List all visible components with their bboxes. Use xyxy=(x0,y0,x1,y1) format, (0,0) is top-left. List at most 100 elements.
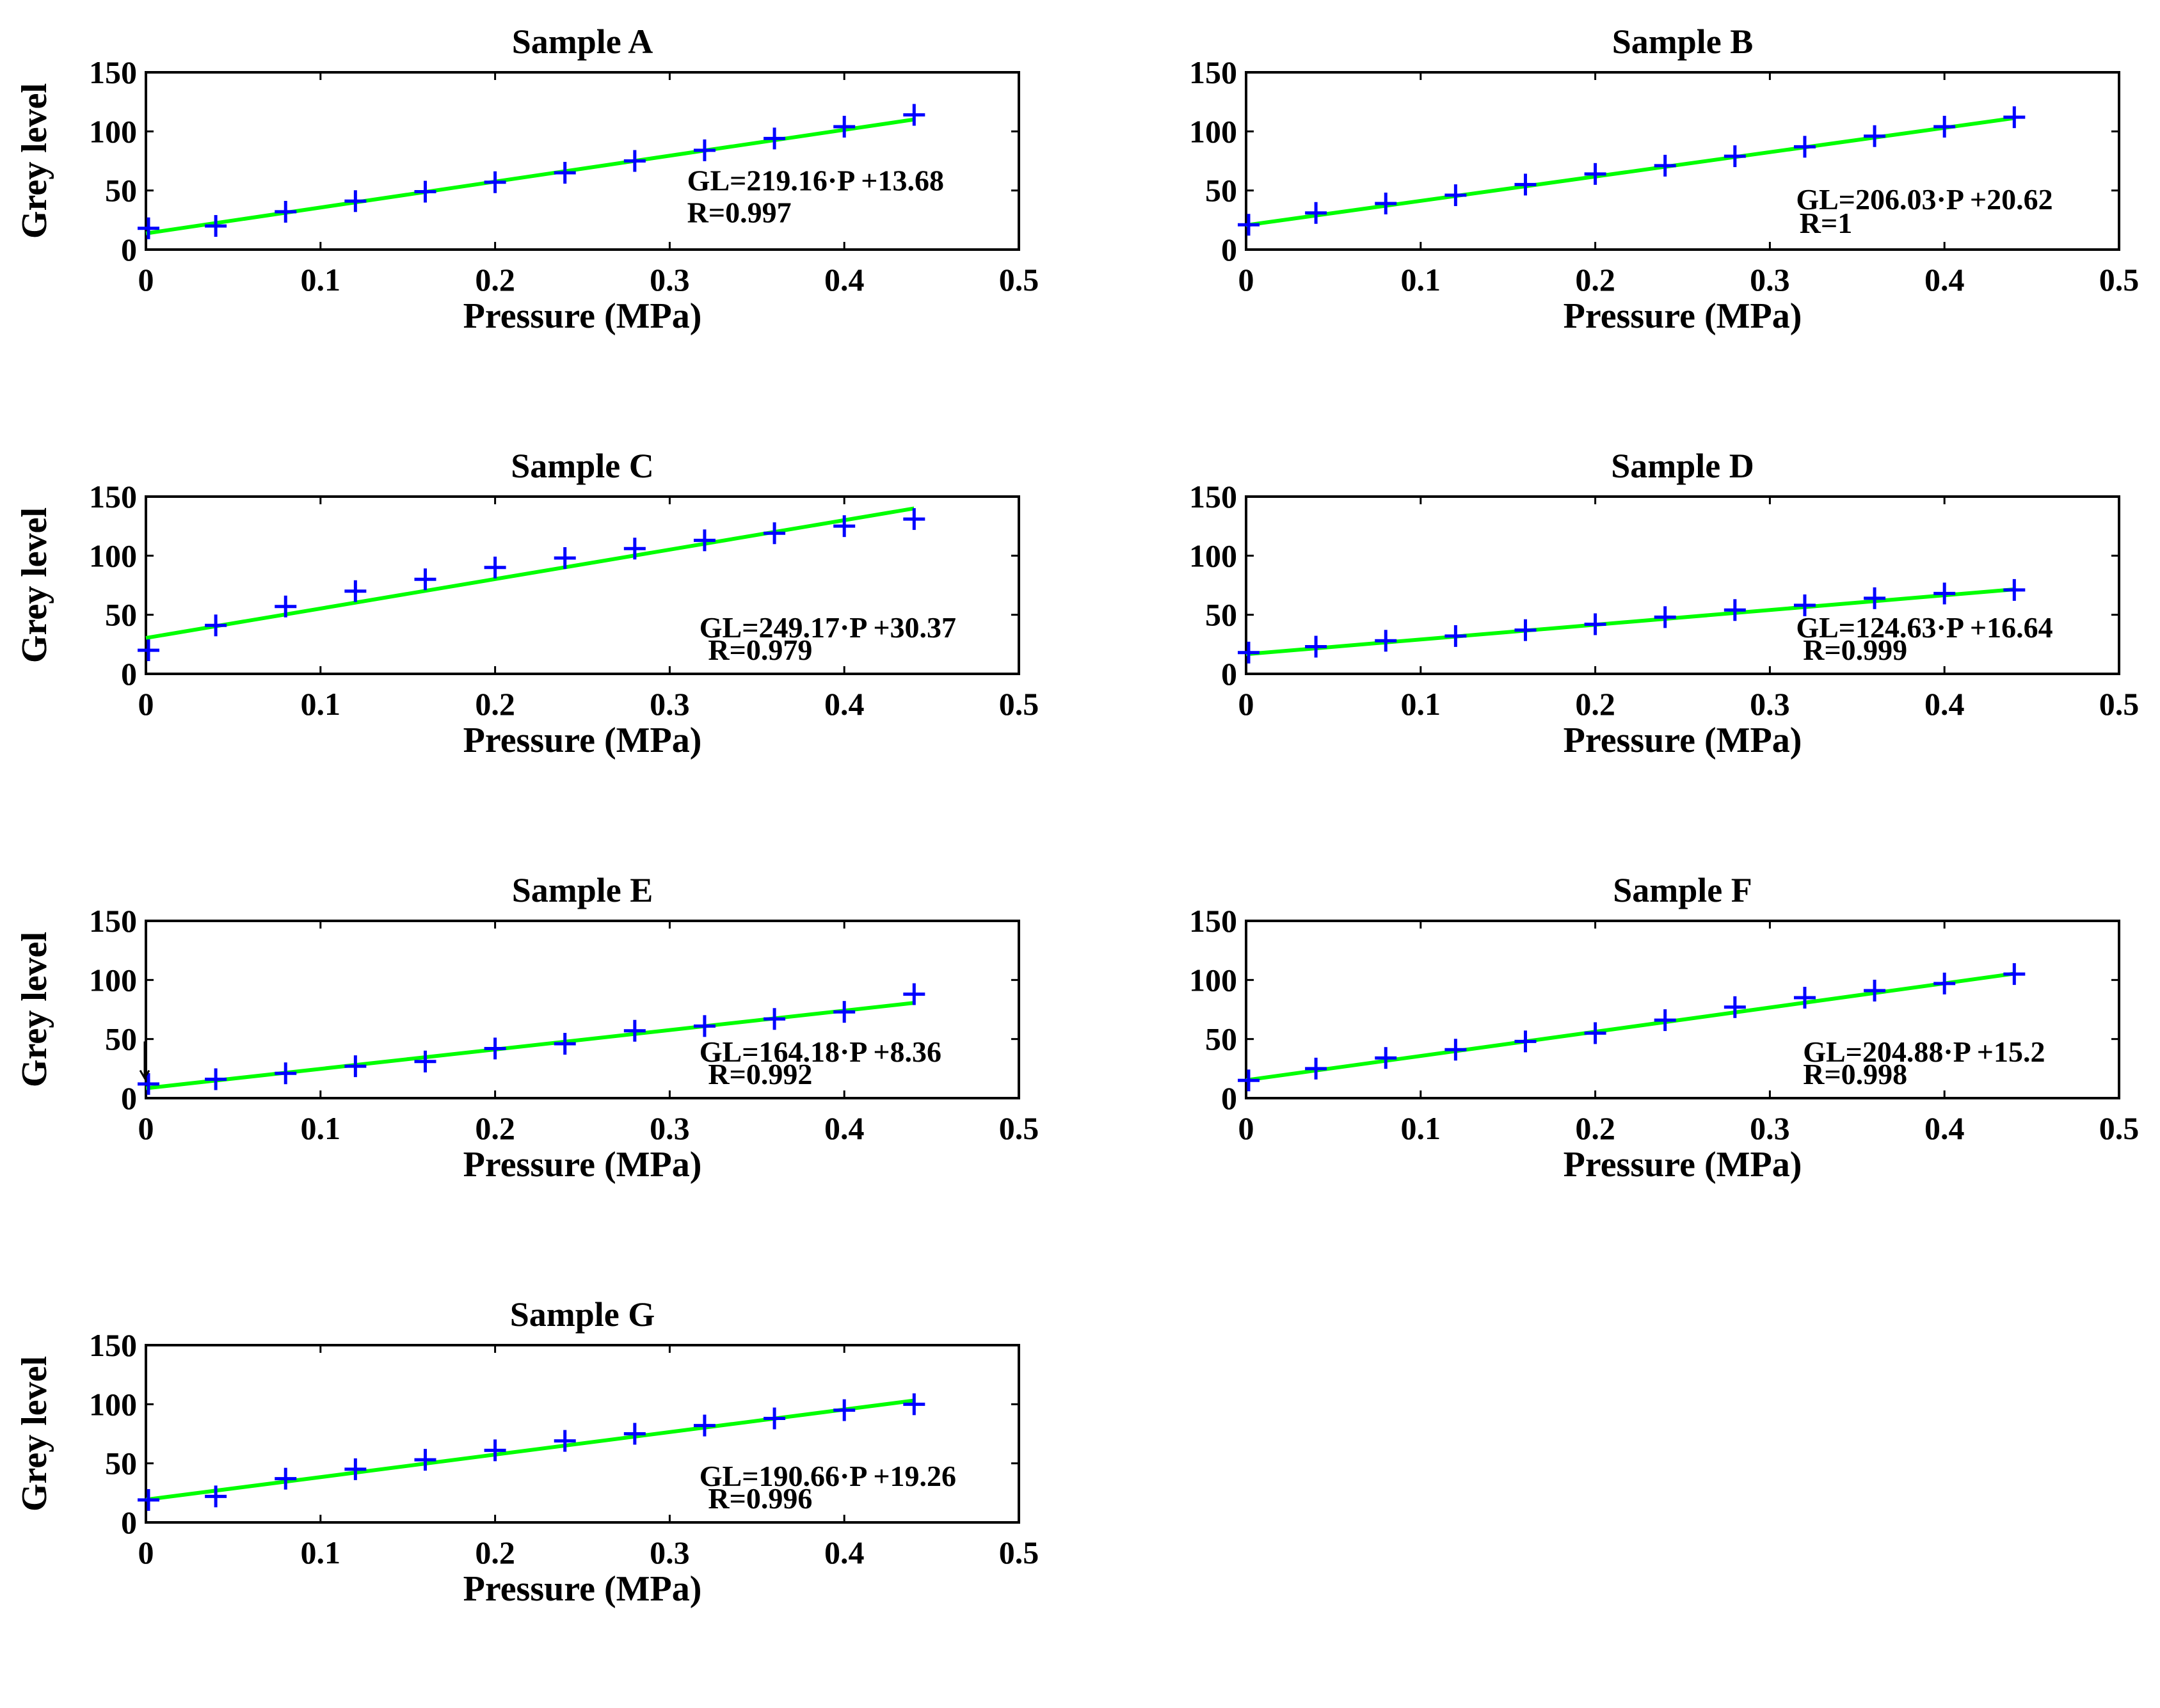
data-point xyxy=(554,161,576,184)
data-point xyxy=(414,1449,436,1471)
data-point xyxy=(484,1439,506,1462)
y-tick-label: 0 xyxy=(1221,1080,1237,1116)
data-point xyxy=(1514,619,1537,641)
data-point xyxy=(1514,173,1537,196)
data-point xyxy=(344,190,367,212)
x-tick-label: 0.5 xyxy=(999,262,1039,298)
data-point xyxy=(554,1033,576,1055)
x-tick-label: 0.1 xyxy=(301,1110,341,1146)
data-point xyxy=(275,595,297,618)
x-tick-label: 0.3 xyxy=(650,1535,690,1570)
arrow-annotation xyxy=(139,1041,150,1080)
y-tick-label: 150 xyxy=(89,479,137,515)
data-point xyxy=(1793,987,1816,1009)
x-tick-label: 0.1 xyxy=(301,686,341,722)
x-tick-label: 0.5 xyxy=(999,1110,1039,1146)
chart-panel-1: Sample A 0 0.1 0.2 0.3 0.4 0.5 0 50 100 150 Pressur… xyxy=(15,22,1039,336)
x-tick-label: 0.4 xyxy=(824,262,865,298)
data-point xyxy=(2003,579,2026,601)
data-point xyxy=(138,1489,159,1511)
data-point xyxy=(1584,613,1606,635)
data-point xyxy=(623,538,646,560)
data-point xyxy=(1444,1039,1467,1061)
data-point xyxy=(1305,635,1327,658)
fit-line xyxy=(145,1398,915,1502)
plot-area-frame xyxy=(145,920,1020,1099)
x-tick-label: 0.5 xyxy=(999,1535,1039,1570)
data-point xyxy=(1933,115,1956,138)
x-tick-label: 0.5 xyxy=(999,686,1039,722)
y-tick-label: 0 xyxy=(1221,232,1237,267)
x-tick-label: 0.4 xyxy=(824,1110,865,1146)
data-point xyxy=(484,171,506,193)
data-point xyxy=(1724,599,1746,621)
data-point xyxy=(1654,606,1676,628)
y-axis-label: Grey level xyxy=(15,83,54,239)
x-tick-label: 0.4 xyxy=(824,1535,865,1570)
chart-panel-3: Sample C 0 0.1 0.2 0.3 0.4 0.5 0 50 100 150 Pressur… xyxy=(15,447,1039,760)
data-point xyxy=(833,515,856,538)
correlation-coefficient: R=0.996 xyxy=(708,1482,812,1515)
x-tick-label: 0.2 xyxy=(475,1110,515,1146)
fit-line xyxy=(1245,971,2015,1082)
plot-area-frame xyxy=(1245,920,2120,1099)
y-tick-label: 0 xyxy=(121,1080,137,1116)
x-tick-label: 0.4 xyxy=(1924,1110,1965,1146)
data-point xyxy=(1864,587,1886,609)
data-point xyxy=(138,639,159,662)
data-point xyxy=(275,200,297,223)
charts-root: Sample A 0 0.1 0.2 0.3 0.4 0.5 0 50 100 150 Pressur… xyxy=(15,22,2139,1609)
data-point xyxy=(1793,594,1816,616)
data-point xyxy=(205,614,227,637)
y-tick-label: 150 xyxy=(89,54,137,90)
y-tick-label: 50 xyxy=(1205,1021,1237,1057)
chart-title: Sample A xyxy=(512,22,653,61)
correlation-coefficient: R=0.997 xyxy=(687,196,792,229)
data-point xyxy=(1724,145,1746,168)
data-point xyxy=(1933,582,1956,605)
y-tick-label: 100 xyxy=(89,113,137,149)
data-point xyxy=(344,1055,367,1078)
correlation-coefficient: R=0.979 xyxy=(708,634,812,666)
y-tick-label: 150 xyxy=(89,903,137,939)
correlation-coefficient: R=0.998 xyxy=(1803,1058,1907,1090)
data-point xyxy=(1793,136,1816,158)
chart-panel-6: Sample F 0 0.1 0.2 0.3 0.4 0.5 0 50 100 150 Pressur… xyxy=(15,871,2139,1185)
x-tick-label: 0.2 xyxy=(1575,262,1615,298)
chart-title: Sample F xyxy=(1613,871,1752,909)
x-tick-label: 0 xyxy=(1238,686,1254,722)
data-point xyxy=(1238,1069,1260,1092)
y-tick-label: 50 xyxy=(105,1446,137,1481)
chart-title: Sample B xyxy=(1612,22,1754,61)
data-point xyxy=(1238,214,1260,236)
y-axis-label: Grey level xyxy=(15,1356,54,1512)
y-tick-label: 100 xyxy=(89,538,137,573)
x-axis-label: Pressure (MPa) xyxy=(463,1569,702,1609)
correlation-coefficient: R=1 xyxy=(1800,207,1852,239)
data-point xyxy=(1584,163,1606,185)
x-axis-label: Pressure (MPa) xyxy=(463,296,702,336)
x-tick-label: 0.2 xyxy=(475,262,515,298)
fit-line xyxy=(145,117,915,235)
data-point xyxy=(833,1001,856,1023)
fit-equation: GL=249.17·P +30.37 xyxy=(700,611,956,644)
fit-equation: GL=190.66·P +19.26 xyxy=(700,1460,956,1492)
data-point xyxy=(275,1062,297,1085)
data-point xyxy=(344,1458,367,1480)
data-point xyxy=(1514,1030,1537,1053)
x-tick-label: 0.5 xyxy=(2099,686,2140,722)
x-tick-label: 0.1 xyxy=(301,1535,341,1570)
chart-title: Sample D xyxy=(1611,447,1754,485)
data-point xyxy=(1584,1022,1606,1044)
data-point xyxy=(833,1399,856,1421)
x-tick-label: 0 xyxy=(1238,1110,1254,1146)
chart-title: Sample C xyxy=(511,447,654,485)
x-tick-label: 0.1 xyxy=(1401,686,1441,722)
chart-panel-5: Sample E 0 0.1 0.2 0.3 0.4 0.5 0 50 100 150 Pressur… xyxy=(15,871,1039,1185)
x-tick-label: 0 xyxy=(1238,262,1254,298)
plot-area-frame xyxy=(145,71,1020,251)
y-axis-label: Grey level xyxy=(15,83,54,239)
data-point xyxy=(693,1414,716,1437)
data-point xyxy=(554,1430,576,1452)
data-point xyxy=(1375,630,1397,652)
